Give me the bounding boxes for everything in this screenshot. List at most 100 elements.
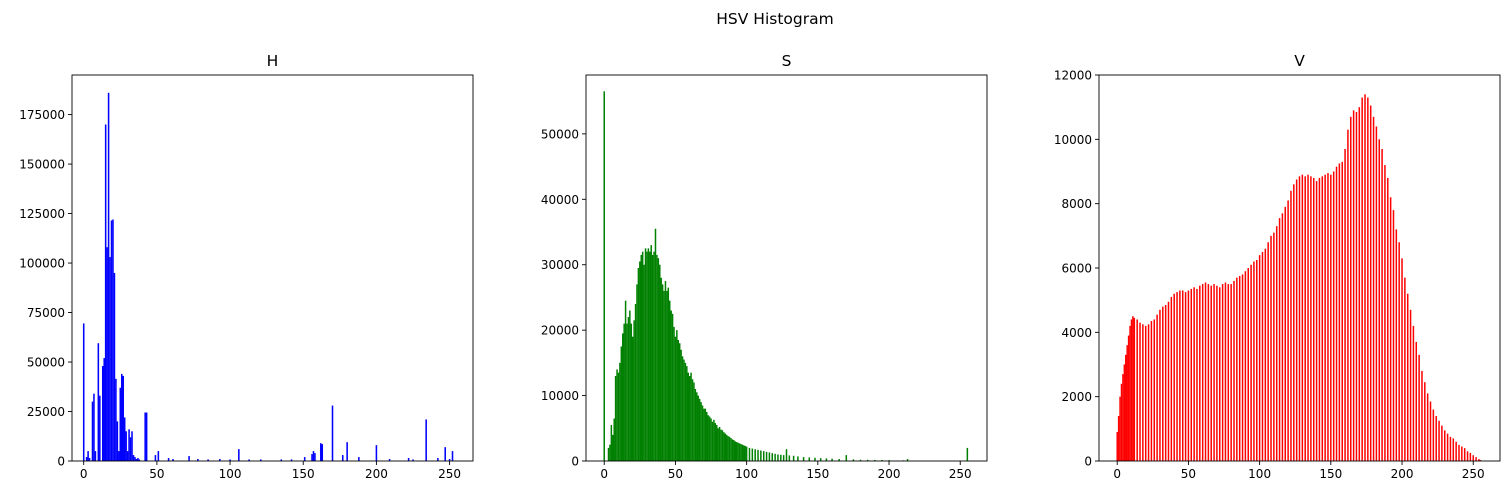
histogram-bar	[341, 455, 344, 461]
histogram-bar	[711, 421, 714, 461]
histogram-bar	[838, 459, 840, 461]
histogram-bar	[741, 444, 744, 461]
panel-v: V 0 50 100 150 200 250 0 2000 4000 6000 8000 10000 1…	[1054, 52, 1501, 481]
histogram-bar	[738, 443, 741, 461]
y-tick-label: 40000	[541, 193, 579, 207]
histogram-bar	[627, 317, 630, 461]
histogram-bar	[238, 449, 240, 461]
histogram-bar	[1199, 285, 1201, 461]
histogram-bar	[1478, 459, 1480, 461]
histogram-bar	[1275, 226, 1278, 461]
x-tick-label: 250	[438, 467, 461, 481]
histogram-bar	[346, 442, 348, 461]
histogram-bar	[819, 458, 822, 461]
histogram-bar	[1233, 280, 1235, 461]
histogram-bar	[617, 372, 620, 461]
histogram-bar	[1125, 354, 1127, 461]
histogram-bar	[1387, 177, 1389, 461]
histogram-bar	[188, 456, 190, 461]
histogram-bar	[1284, 206, 1287, 461]
histogram-bar	[703, 408, 705, 461]
histogram-bar	[248, 459, 250, 461]
histogram-bar	[1278, 218, 1281, 461]
histogram-bar	[103, 358, 105, 461]
figure-suptitle: HSV Histogram	[716, 10, 833, 28]
histogram-bar	[966, 447, 969, 461]
histogram-bar	[1250, 264, 1252, 461]
histogram-bar	[1196, 288, 1198, 461]
x-tick-label: 0	[1113, 467, 1121, 481]
histogram-bar	[701, 405, 704, 461]
y-tick-label: 125000	[19, 207, 65, 221]
histogram-bar	[1466, 451, 1469, 461]
histogram-bar	[641, 251, 644, 461]
histogram-bar	[1210, 285, 1212, 461]
histogram-bar	[660, 277, 662, 461]
histogram-bar	[1167, 301, 1170, 461]
histogram-bar	[687, 372, 689, 461]
histogram-bar	[1421, 370, 1423, 461]
x-tick-label: 200	[878, 467, 901, 481]
histogram-bar	[1341, 161, 1343, 461]
histogram-bar	[1170, 296, 1173, 461]
histogram-bar	[1324, 174, 1326, 461]
histogram-bar	[723, 432, 725, 461]
histogram-bar	[616, 369, 618, 461]
histogram-bar	[1224, 282, 1227, 461]
histogram-bar	[1321, 176, 1324, 461]
histogram-bar	[629, 310, 631, 461]
histogram-bar	[859, 459, 862, 461]
histogram-bar	[724, 433, 727, 461]
histogram-bar	[654, 228, 657, 461]
y-tick-label: 175000	[19, 108, 65, 122]
histogram-bar	[643, 264, 645, 461]
histogram-bar	[1344, 148, 1346, 462]
histogram-bar	[1204, 282, 1207, 461]
x-tick-label: 150	[292, 467, 315, 481]
histogram-bar	[721, 430, 724, 461]
histogram-bar	[1384, 165, 1386, 461]
x-tick-label: 200	[365, 467, 388, 481]
histogram-bar	[1290, 190, 1292, 462]
x-tick-label: 50	[149, 467, 164, 481]
histogram-bar	[1273, 232, 1275, 461]
histogram-bar	[1375, 126, 1378, 461]
histogram-bar	[734, 441, 736, 461]
histogram-bar	[609, 444, 611, 461]
histogram-bar	[110, 220, 113, 461]
histogram-bar	[657, 258, 660, 461]
histogram-bar	[113, 272, 116, 461]
x-tick-label: 50	[1181, 467, 1196, 481]
histogram-bar	[768, 452, 771, 461]
histogram-bar	[881, 460, 883, 461]
histogram-bar	[771, 453, 774, 461]
histogram-bar	[97, 343, 100, 461]
histogram-bar	[1181, 290, 1184, 461]
histogram-bar	[735, 442, 738, 461]
y-tick-label: 12000	[1054, 69, 1092, 83]
histogram-bar	[1173, 293, 1175, 461]
histogram-bar	[653, 251, 655, 461]
histogram-bar	[312, 451, 315, 461]
histogram-bar	[134, 457, 136, 461]
panel-h-title: H	[267, 52, 279, 70]
histogram-bar	[87, 451, 89, 461]
histogram-bar	[720, 429, 722, 461]
y-tick-label: 8000	[1061, 197, 1092, 211]
histogram-bar	[219, 459, 221, 461]
histogram-bar	[613, 418, 615, 461]
histogram-bar	[314, 453, 316, 461]
histogram-bar	[358, 457, 360, 461]
histogram-bar	[1253, 261, 1255, 461]
histogram-bar	[852, 459, 855, 461]
histogram-bar	[762, 451, 765, 461]
histogram-bar	[717, 428, 719, 461]
histogram-bar	[664, 281, 667, 461]
histogram-bar	[1147, 324, 1150, 461]
histogram-bar	[780, 454, 782, 461]
histogram-bar	[1378, 139, 1380, 461]
histogram-bar	[1139, 322, 1141, 461]
histogram-bar	[1184, 292, 1187, 462]
histogram-bar	[1264, 248, 1267, 461]
histogram-bar	[1261, 251, 1264, 461]
